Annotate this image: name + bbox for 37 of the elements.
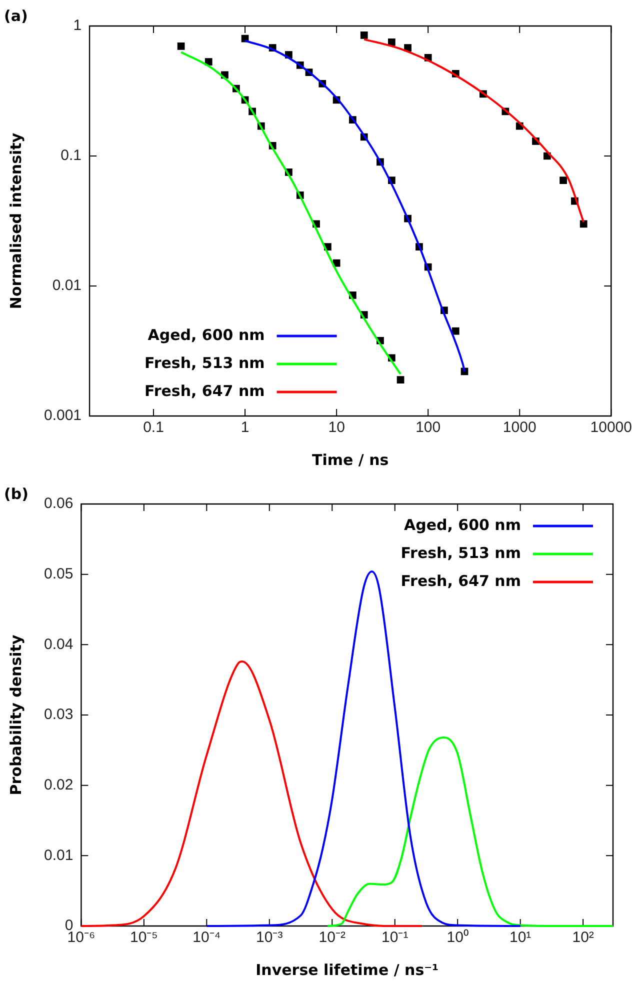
y-axis-title: Probability density <box>6 634 25 796</box>
y-tick-label: 0.05 <box>44 565 74 582</box>
legend-label: Fresh, 647 nm <box>400 572 521 590</box>
chart-title: (a) <box>4 6 28 25</box>
x-tick-label: 10⁻² <box>318 929 346 946</box>
y-tick-label: 1 <box>73 17 82 34</box>
legend-label: Fresh, 513 nm <box>400 544 521 562</box>
x-axis-title: Inverse lifetime / ns⁻¹ <box>256 960 439 979</box>
y-tick-label: 0.02 <box>44 776 74 794</box>
x-tick-label: 10⁻⁶ <box>67 929 96 946</box>
x-tick-label: 10⁻⁵ <box>130 929 158 946</box>
x-axis-title: Time / ns <box>312 450 389 469</box>
x-tick-label: 1 <box>240 419 250 436</box>
x-tick-label: 0.1 <box>143 419 164 436</box>
x-tick-label: 10 <box>328 419 345 436</box>
legend-label: Fresh, 647 nm <box>144 382 265 400</box>
x-tick-label: 1000 <box>502 419 536 436</box>
y-tick-label: 0.001 <box>44 407 82 424</box>
x-tick-label: 10000 <box>590 419 632 436</box>
x-tick-label: 10⁻¹ <box>382 929 408 946</box>
y-tick-label: 0.06 <box>44 495 74 512</box>
y-tick-label: 0.04 <box>44 636 74 653</box>
legend-label: Aged, 600 nm <box>404 516 521 534</box>
chart-title: (b) <box>4 484 28 503</box>
legend-label: Fresh, 513 nm <box>144 354 265 372</box>
y-tick-label: 0.01 <box>44 846 74 864</box>
legend-label: Aged, 600 nm <box>148 326 265 344</box>
x-tick-label: 10⁰ <box>446 929 468 946</box>
y-axis-title: Normalised intensity <box>6 132 25 310</box>
y-tick-label: 0.1 <box>60 147 82 164</box>
x-tick-label: 10¹ <box>509 929 532 946</box>
y-tick-label: 0.03 <box>44 706 74 724</box>
x-tick-label: 10⁻³ <box>256 929 283 946</box>
y-tick-label: 0.01 <box>52 277 82 294</box>
x-tick-label: 10⁻⁴ <box>192 929 221 946</box>
x-tick-label: 100 <box>416 419 441 436</box>
x-tick-label: 10² <box>572 929 594 946</box>
